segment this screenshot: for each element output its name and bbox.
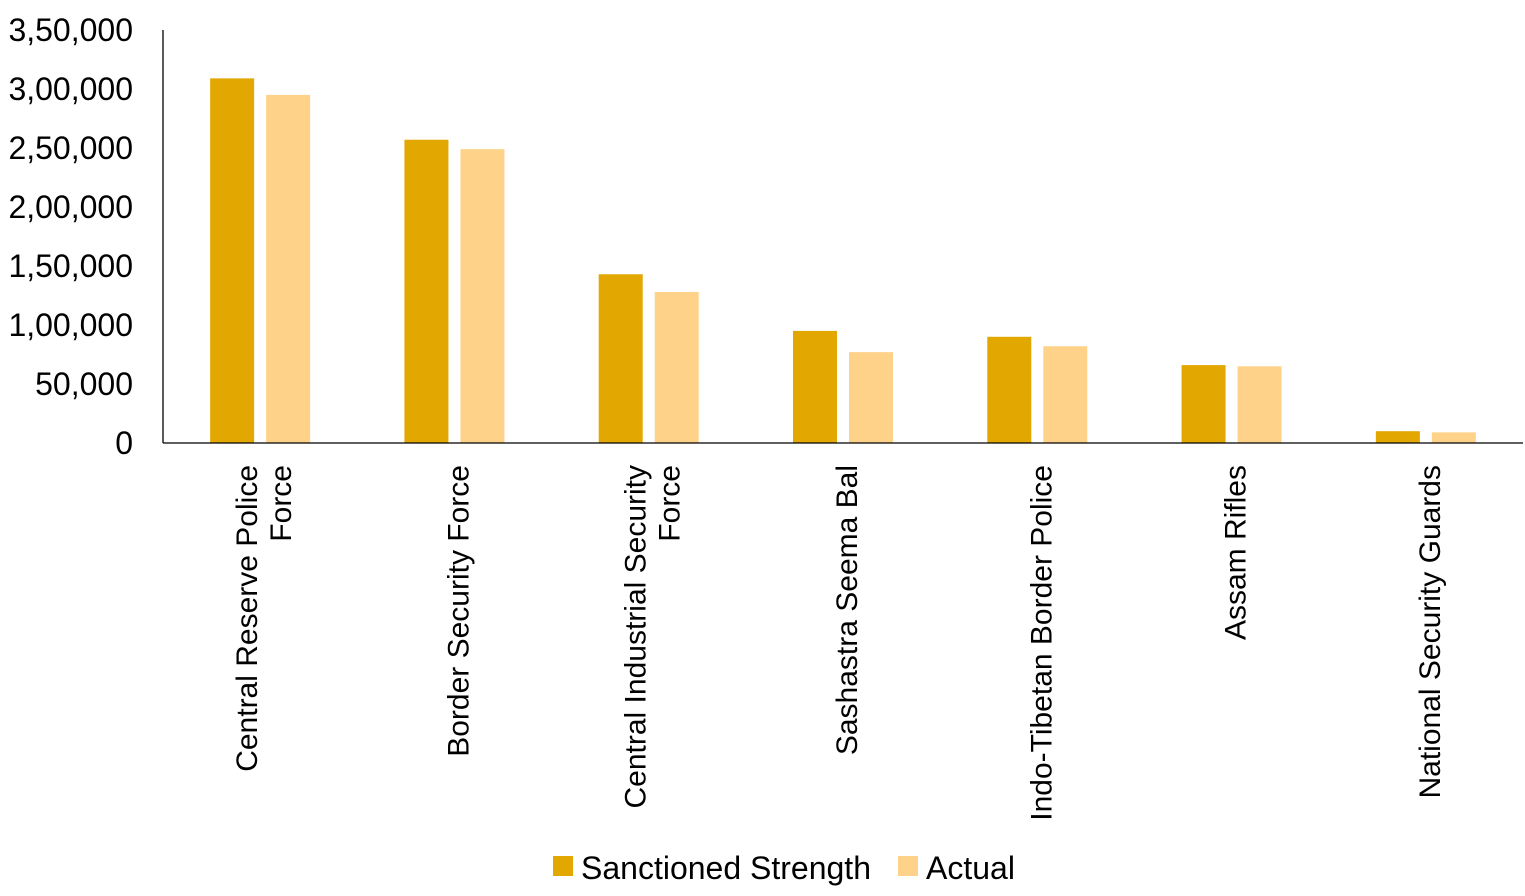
bar-sanctioned [793, 330, 837, 443]
y-tick-label: 3,00,000 [8, 71, 133, 107]
y-tick-label: 0 [115, 425, 133, 461]
legend: Sanctioned Strength Actual [553, 850, 1015, 886]
bar-sanctioned [210, 78, 255, 443]
y-tick-label: 2,00,000 [8, 189, 133, 225]
bar-actual [654, 291, 699, 443]
y-tick-label: 50,000 [35, 366, 133, 402]
bar-actual [849, 352, 893, 443]
y-tick-label: 3,50,000 [8, 12, 133, 48]
x-category-label: Central Industrial SecurityForce [620, 465, 687, 808]
x-category-label: Border Security Force [442, 465, 475, 757]
bar-actual [460, 149, 505, 443]
legend-item: Actual [898, 850, 1015, 886]
bar-sanctioned [598, 274, 643, 443]
bar-sanctioned [404, 139, 449, 444]
bar-actual [1431, 432, 1476, 443]
bar-actual [1237, 366, 1282, 443]
x-category-label: Assam Rifles [1220, 465, 1253, 640]
legend-swatch [898, 856, 918, 876]
y-axis: 0 50,000 1,00,000 1,50,000 2,00,000 2,50,000 3… [8, 12, 164, 461]
legend-label: Actual [926, 850, 1015, 886]
bars [210, 78, 1476, 444]
y-tick-label: 1,50,000 [8, 248, 133, 284]
x-category-label: National Security Guards [1414, 465, 1447, 799]
x-axis: Central Reserve PoliceForce Border Securi… [163, 442, 1523, 821]
legend-swatch [553, 856, 573, 876]
bar-actual [1043, 346, 1088, 443]
y-tick-label: 1,00,000 [8, 307, 133, 343]
bar-sanctioned [1181, 365, 1226, 443]
x-category-label: Indo-Tibetan Border Police [1025, 465, 1058, 821]
legend-item: Sanctioned Strength [553, 850, 871, 886]
legend-label: Sanctioned Strength [581, 850, 871, 886]
x-category-label: Sashastra Seema Bal [831, 465, 864, 755]
bar-sanctioned [1375, 431, 1420, 443]
bar-actual [266, 94, 311, 444]
bar-sanctioned [987, 336, 1032, 443]
y-tick-label: 2,50,000 [8, 130, 133, 166]
x-category-label: Central Reserve PoliceForce [231, 465, 298, 772]
